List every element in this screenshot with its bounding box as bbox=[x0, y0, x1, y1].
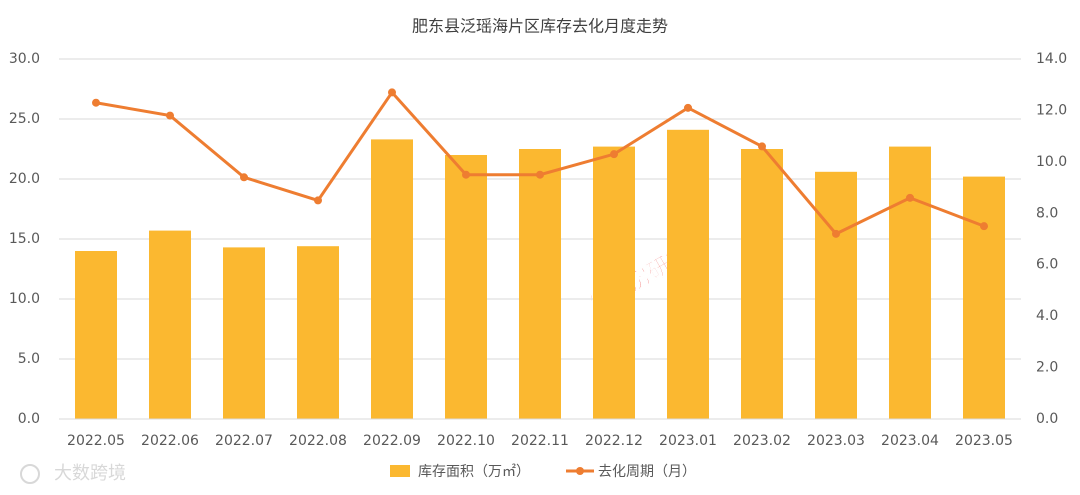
bar bbox=[593, 146, 635, 419]
line-point bbox=[536, 170, 544, 179]
y2-tick-label: 0.0 bbox=[1036, 411, 1058, 427]
y2-tick-label: 10.0 bbox=[1036, 154, 1067, 170]
y2-tick-label: 8.0 bbox=[1036, 205, 1058, 221]
y-tick-label: 30.0 bbox=[9, 51, 40, 67]
line-point bbox=[684, 103, 692, 112]
bar bbox=[963, 176, 1005, 419]
legend-swatch bbox=[390, 465, 410, 477]
bar bbox=[75, 251, 117, 419]
x-tick-label: 2022.09 bbox=[363, 433, 421, 449]
y2-tick-label: 2.0 bbox=[1036, 360, 1058, 376]
y2-tick-label: 14.0 bbox=[1036, 51, 1067, 67]
x-tick-label: 2023.05 bbox=[955, 433, 1013, 449]
line-point bbox=[906, 193, 914, 202]
bar bbox=[223, 247, 265, 419]
bar bbox=[371, 139, 413, 419]
x-tick-label: 2022.05 bbox=[67, 433, 125, 449]
x-tick-label: 2022.07 bbox=[215, 433, 273, 449]
line-point bbox=[980, 222, 988, 231]
watermark-logo bbox=[20, 464, 40, 484]
y-tick-label: 25.0 bbox=[9, 111, 40, 127]
bar bbox=[149, 230, 191, 419]
line-point bbox=[832, 229, 840, 238]
line-point bbox=[388, 88, 396, 97]
bar bbox=[889, 146, 931, 419]
bar bbox=[519, 149, 561, 419]
watermark: 大数跨境 bbox=[54, 463, 126, 484]
legend-label: 去化周期（月） bbox=[598, 464, 696, 480]
x-tick-label: 2022.11 bbox=[511, 433, 569, 449]
y-tick-label: 5.0 bbox=[18, 351, 40, 367]
x-tick-label: 2023.02 bbox=[733, 433, 791, 449]
y2-tick-label: 4.0 bbox=[1036, 308, 1058, 324]
y2-tick-label: 12.0 bbox=[1036, 102, 1067, 118]
x-tick-label: 2023.03 bbox=[807, 433, 865, 449]
bar bbox=[445, 155, 487, 419]
bar bbox=[667, 129, 709, 420]
y-tick-label: 0.0 bbox=[18, 411, 40, 427]
x-tick-label: 2022.10 bbox=[437, 433, 495, 449]
bar bbox=[297, 246, 339, 419]
line-point bbox=[610, 150, 618, 159]
y-tick-label: 20.0 bbox=[9, 171, 40, 187]
y-tick-label: 10.0 bbox=[9, 291, 40, 307]
chart-title: 肥东县泛瑶海片区库存去化月度走势 bbox=[412, 17, 668, 36]
x-tick-label: 2022.12 bbox=[585, 433, 643, 449]
y2-tick-label: 6.0 bbox=[1036, 257, 1058, 273]
y-tick-label: 15.0 bbox=[9, 231, 40, 247]
x-tick-label: 2022.08 bbox=[289, 433, 347, 449]
x-tick-label: 2022.06 bbox=[141, 433, 199, 449]
line-point bbox=[166, 111, 174, 120]
x-tick-label: 2023.01 bbox=[659, 433, 717, 449]
line-point bbox=[240, 173, 248, 182]
line-point bbox=[314, 196, 322, 205]
line-point bbox=[758, 142, 766, 151]
bar bbox=[741, 149, 783, 419]
x-tick-label: 2023.04 bbox=[881, 433, 939, 449]
legend-swatch bbox=[576, 467, 584, 475]
bar bbox=[815, 171, 857, 419]
line-point bbox=[462, 170, 470, 179]
line-point bbox=[92, 98, 100, 107]
legend-label: 库存面积（万㎡） bbox=[418, 464, 530, 480]
